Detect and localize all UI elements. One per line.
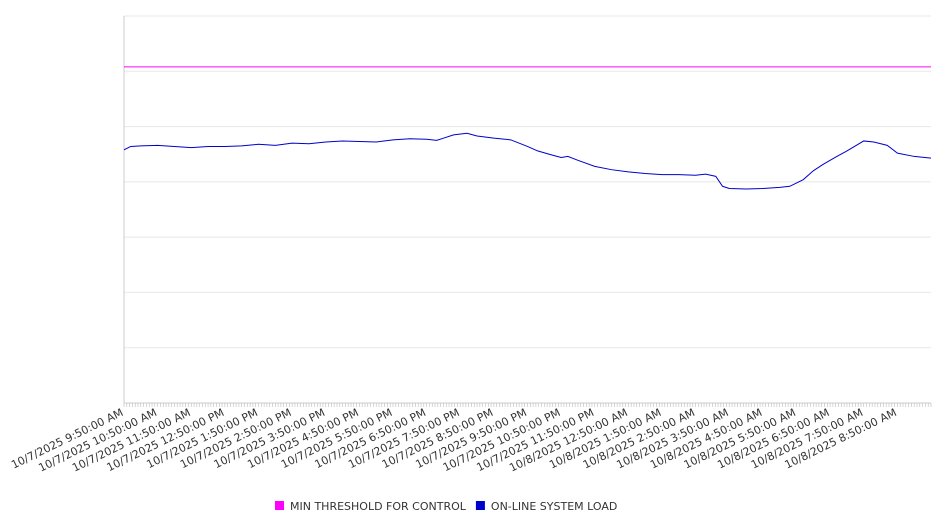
system-load-line [123,132,932,190]
legend-item[interactable]: MIN THRESHOLD FOR CONTROL [275,500,467,513]
legend-item[interactable]: ON-LINE SYSTEM LOAD [475,500,617,513]
legend-swatch [275,501,284,510]
legend-label: MIN THRESHOLD FOR CONTROL [290,500,467,513]
gridlines [124,15,931,349]
legend-label: ON-LINE SYSTEM LOAD [491,500,617,513]
series-lines [123,66,932,190]
legend-swatch [475,501,485,510]
legend: MIN THRESHOLD FOR CONTROL ON-LINE SYSTEM … [275,500,617,513]
axes [123,16,932,407]
